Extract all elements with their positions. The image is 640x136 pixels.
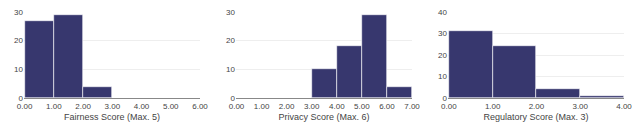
svg-text:0: 0	[443, 94, 448, 103]
svg-text:5.00: 5.00	[163, 102, 179, 111]
svg-text:Privacy Score (Max. 6): Privacy Score (Max. 6)	[278, 112, 369, 122]
svg-text:1.00: 1.00	[254, 102, 270, 111]
svg-text:0.00: 0.00	[17, 102, 33, 111]
svg-text:10: 10	[226, 65, 235, 74]
svg-text:2.00: 2.00	[529, 102, 545, 111]
svg-text:4.00: 4.00	[329, 102, 345, 111]
svg-text:6.00: 6.00	[192, 102, 208, 111]
svg-text:4.00: 4.00	[134, 102, 150, 111]
svg-text:Regulatory Score (Max. 3): Regulatory Score (Max. 3)	[483, 112, 588, 122]
svg-text:10: 10	[14, 65, 23, 74]
svg-text:2.00: 2.00	[75, 102, 91, 111]
svg-text:1.00: 1.00	[46, 102, 62, 111]
svg-text:5.00: 5.00	[354, 102, 370, 111]
svg-text:4.00: 4.00	[616, 102, 632, 111]
svg-text:6.00: 6.00	[379, 102, 395, 111]
svg-text:10: 10	[438, 72, 447, 81]
svg-text:40: 40	[438, 8, 447, 17]
svg-text:2.00: 2.00	[279, 102, 295, 111]
svg-text:Fairness Score (Max. 5): Fairness Score (Max. 5)	[64, 112, 160, 122]
svg-text:20: 20	[438, 51, 447, 60]
svg-text:0: 0	[19, 94, 24, 103]
svg-text:30: 30	[438, 29, 447, 38]
svg-text:0.00: 0.00	[441, 102, 457, 111]
svg-text:20: 20	[14, 36, 23, 45]
svg-text:7.00: 7.00	[404, 102, 420, 111]
svg-text:0.00: 0.00	[229, 102, 245, 111]
svg-text:30: 30	[226, 8, 235, 17]
svg-text:20: 20	[226, 36, 235, 45]
svg-text:1.00: 1.00	[485, 102, 501, 111]
svg-text:30: 30	[14, 8, 23, 17]
svg-text:3.00: 3.00	[572, 102, 588, 111]
svg-text:3.00: 3.00	[304, 102, 320, 111]
svg-text:0: 0	[231, 94, 236, 103]
svg-text:3.00: 3.00	[105, 102, 121, 111]
